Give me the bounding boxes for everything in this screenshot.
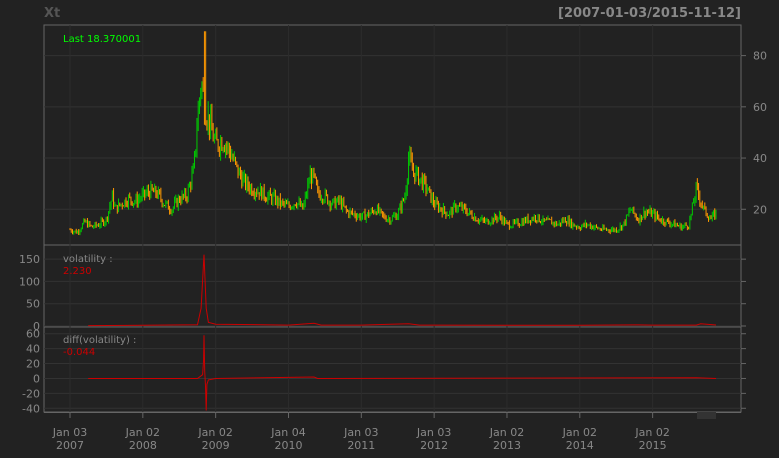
marks-layer: [69, 31, 717, 411]
chart-symbol: Xt: [44, 6, 60, 21]
y-tick-label: 20: [26, 358, 40, 371]
y-tick-label: 80: [753, 50, 767, 63]
x-tick-label: Jan 02: [489, 426, 524, 439]
panel-frame: [43, 326, 742, 413]
x-tick-label: Jan 02: [125, 426, 160, 439]
diff-last-value: -0.044: [63, 347, 95, 358]
volatility-legend: volatility :: [63, 254, 113, 265]
y-tick-label: 20: [753, 203, 767, 216]
x-tick-year: 2014: [566, 439, 594, 452]
x-axis-end-band: [697, 412, 716, 419]
y-tick-label: -20: [22, 387, 40, 400]
y-tick-label: 100: [19, 275, 40, 288]
x-tick-year: 2015: [639, 439, 667, 452]
x-tick-label: Jan 04: [270, 426, 305, 439]
grid-layer: [43, 24, 742, 419]
x-tick-label: Jan 03: [416, 426, 451, 439]
y-tick-label: 40: [26, 343, 40, 356]
y-tick-label: 0: [33, 320, 40, 333]
x-axis-line: [44, 412, 741, 413]
y-tick-label: 40: [753, 152, 767, 165]
price-legend: Last 18.370001: [63, 34, 141, 45]
x-tick-year: 2009: [202, 439, 230, 452]
chart-date-range: [2007-01-03/2015-11-12]: [558, 6, 741, 21]
diff-volatility-line: [88, 335, 717, 411]
y-tick-label: 60: [26, 328, 40, 341]
y-tick-label: 50: [26, 298, 40, 311]
y-tick-label: 0: [33, 372, 40, 385]
x-tick-year: 2010: [274, 439, 302, 452]
volatility-line: [88, 254, 717, 327]
diff-legend: diff(volatility) :: [63, 335, 136, 346]
panel-frame: [43, 244, 742, 328]
y-tick-label: 150: [19, 253, 40, 266]
x-tick-label: Jan 02: [197, 426, 232, 439]
x-tick-year: 2013: [493, 439, 521, 452]
x-tick-year: 2012: [420, 439, 448, 452]
x-tick-year: 2011: [347, 439, 375, 452]
x-tick-year: 2008: [129, 439, 157, 452]
y-tick-label: -40: [22, 402, 40, 415]
x-tick-label: Jan 03: [343, 426, 378, 439]
x-tick-label: Jan 02: [562, 426, 597, 439]
x-tick-label: Jan 02: [634, 426, 669, 439]
y-tick-label: 60: [753, 101, 767, 114]
volatility-last-value: 2.230: [63, 266, 92, 277]
x-tick-year: 2007: [56, 439, 84, 452]
x-tick-label: Jan 03: [52, 426, 87, 439]
panel-frame: [43, 24, 742, 246]
